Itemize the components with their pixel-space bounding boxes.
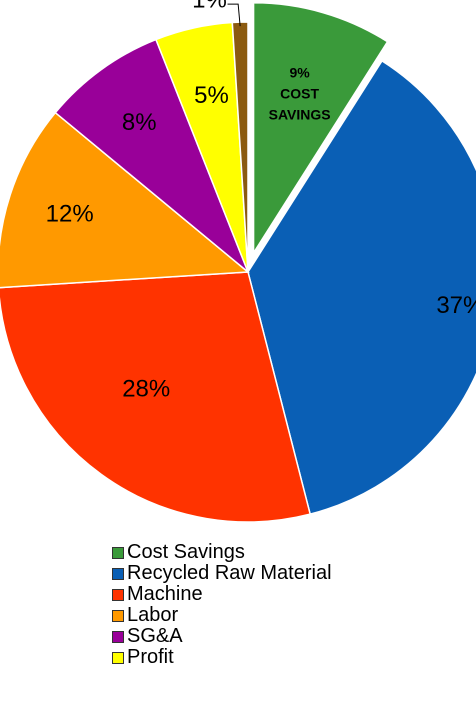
slice-label-labor: 12% [46, 201, 94, 228]
slice-label-sg-a: 8% [122, 109, 157, 136]
pie-slice-machine [0, 271, 312, 523]
legend-swatch [112, 588, 124, 601]
chart-legend: Cost Savings Recycled Raw Material Machine… [112, 542, 332, 668]
pie-slice-labor [0, 111, 250, 289]
legend-item-sg-a: SG&A [112, 626, 332, 647]
slice-label-cost-savings-line-3: SAVINGS [269, 106, 331, 122]
leader-line [227, 3, 241, 27]
legend-label: Labor [127, 604, 179, 626]
legend-swatch [112, 651, 124, 664]
pie-slice-cost-savings [252, 2, 389, 256]
legend-label: Profit [127, 646, 174, 668]
legend-item-labor: Labor [112, 605, 332, 626]
legend-label: Machine [127, 583, 203, 605]
legend-label: Recycled Raw Material [127, 562, 332, 584]
slice-label-cost-savings-line-1: 9% [289, 64, 310, 80]
legend-item-machine: Machine [112, 584, 332, 605]
legend-label: SG&A [127, 625, 183, 647]
legend-swatch [112, 630, 124, 643]
slice-label-profit: 5% [194, 82, 229, 109]
slice-label-recycled-raw-material: 37% [436, 292, 476, 319]
legend-swatch [112, 567, 124, 580]
slice-label-unlabeled: 1% [192, 0, 227, 14]
legend-item-profit: Profit [112, 647, 332, 668]
legend-swatch [112, 609, 124, 622]
pie-slice-recycled-raw-material [247, 59, 476, 516]
legend-swatch [112, 546, 124, 559]
legend-item-recycled-raw-material: Recycled Raw Material [112, 563, 332, 584]
slice-label-machine: 28% [122, 375, 170, 402]
legend-item-cost-savings: Cost Savings [112, 542, 332, 563]
slice-label-cost-savings-line-2: COST [280, 85, 319, 101]
legend-label: Cost Savings [127, 541, 245, 563]
pie-slice-sg-a [54, 38, 249, 273]
